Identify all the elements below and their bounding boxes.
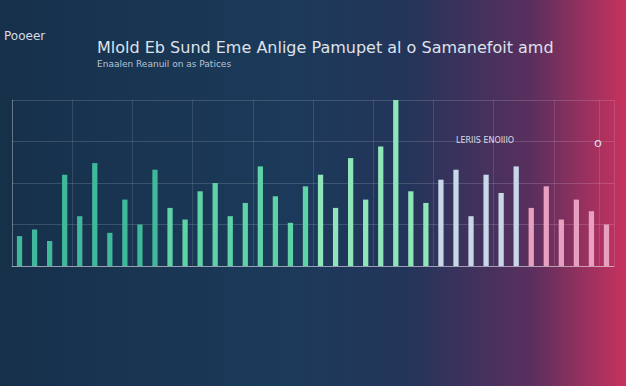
svg-text:o: o — [594, 135, 602, 150]
svg-text:Pooeer: Pooeer — [4, 29, 45, 43]
svg-text:Enaalen Reanuil on as Patices: Enaalen Reanuil on as Patices — [97, 59, 231, 69]
svg-text:Mlold Eb Sund Eme Anlige Pamup: Mlold Eb Sund Eme Anlige Pamupet al o Sa… — [97, 38, 554, 57]
svg-text:LERIIS ENOIIIO: LERIIS ENOIIIO — [456, 136, 514, 145]
